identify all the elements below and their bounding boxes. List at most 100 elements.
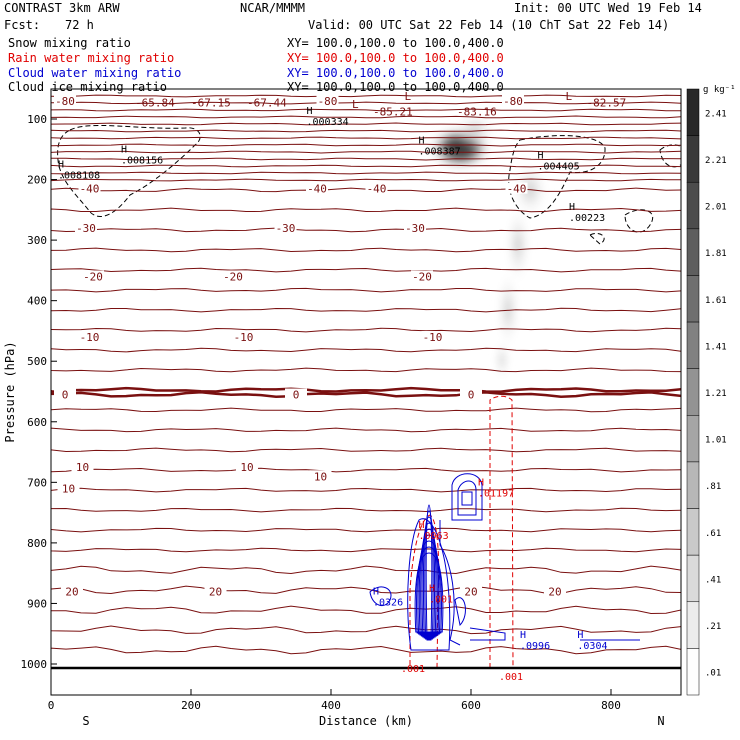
isotherm-label-bg xyxy=(204,585,227,597)
isotherm-label-bg xyxy=(236,461,258,473)
colorbar-swatch xyxy=(686,321,700,369)
rain-max-marker: H xyxy=(429,583,435,594)
isotherm-label: 0 xyxy=(468,389,475,402)
isotherm-label-bg xyxy=(460,585,482,597)
isotherm-line xyxy=(51,625,681,635)
rain-value-label: .01197 xyxy=(478,488,514,499)
rain-value-label: .001 xyxy=(401,664,425,675)
isotherm-label: -30 xyxy=(76,222,96,235)
isotherm-line xyxy=(51,487,681,493)
colorbar-label: 1.01 xyxy=(705,436,727,446)
cloud-water-max-marker: H xyxy=(373,586,379,597)
isotherm-line xyxy=(51,347,681,353)
colorbar-label: .61 xyxy=(705,529,721,539)
colorbar-label: 1.41 xyxy=(705,342,727,352)
colorbar-swatch xyxy=(686,415,700,463)
isotherm-line xyxy=(51,585,681,595)
temperature-extremum-label: -85.21 xyxy=(373,106,413,119)
isotherm-line xyxy=(51,547,681,553)
forecast-label: Fcst: xyxy=(4,18,41,32)
isotherm-label: -40 xyxy=(507,183,527,196)
isotherm-line xyxy=(51,171,681,175)
temperature-extremum-label: -83.16 xyxy=(457,106,497,119)
colorbar-label: 1.21 xyxy=(705,389,727,399)
isotherm-label: 20 xyxy=(65,585,78,598)
isotherm-line xyxy=(51,157,681,161)
isotherm-label-bg xyxy=(75,222,97,233)
colorbar-label: .41 xyxy=(705,575,721,585)
snow-max-value: .00223 xyxy=(569,213,605,224)
isotherm-label: -40 xyxy=(80,183,100,196)
snow-max-value: .008156 xyxy=(121,155,163,166)
colorbar-label: .21 xyxy=(705,622,721,632)
isotherm-line xyxy=(51,94,681,98)
x-tick-label: 200 xyxy=(181,699,201,712)
isotherm-line xyxy=(51,108,681,112)
temperature-extremum-label: -65.84 xyxy=(135,97,175,110)
isotherm-label: -80 xyxy=(318,95,338,108)
y-tick-label: 800 xyxy=(27,537,47,550)
snow-max-value: .000334 xyxy=(307,117,349,128)
rain-max-marker: H xyxy=(419,520,425,531)
rain-value-label: .001 xyxy=(429,594,453,605)
isotherm-line xyxy=(51,187,681,193)
y-tick-label: 700 xyxy=(27,476,47,489)
zero-isotherm-line xyxy=(51,390,681,399)
colorbar-swatch xyxy=(686,88,700,136)
cloud-water-max-value: .0996 xyxy=(520,641,550,652)
colorbar-swatch xyxy=(686,135,700,183)
plot-frame xyxy=(50,88,682,696)
cloud-water-contour xyxy=(469,627,506,641)
cloud-water-contour xyxy=(414,552,444,633)
snow-max-marker: H xyxy=(307,106,313,117)
isotherm-label: -80 xyxy=(55,95,75,108)
cloud-water-max-value: .0304 xyxy=(577,641,607,652)
x-tick-label: 800 xyxy=(601,699,621,712)
isotherm-line xyxy=(51,164,681,168)
colorbar-swatch xyxy=(686,228,700,276)
isotherm-label: -20 xyxy=(223,270,243,283)
isotherm-label-bg xyxy=(232,331,255,342)
field-xy-rain: XY= 100.0,100.0 to 100.0,400.0 xyxy=(287,51,504,65)
isotherm-line xyxy=(51,565,681,575)
field-name-cloud-water: Cloud water mixing ratio xyxy=(8,66,182,80)
colorbar-label: .81 xyxy=(705,482,721,492)
colorbar-label: .01 xyxy=(705,669,721,679)
cloud-water-contour xyxy=(407,518,451,651)
colorbar-swatch xyxy=(686,648,700,696)
isotherm-line xyxy=(51,143,681,147)
snow-max-marker: H xyxy=(58,160,64,171)
isotherm-line xyxy=(51,207,681,213)
isotherm-label: 20 xyxy=(464,585,477,598)
isotherm-line xyxy=(51,178,681,182)
temperature-extremum-label: -82.57 xyxy=(587,97,627,110)
isotherm-label-bg xyxy=(57,482,80,494)
y-tick-label: 400 xyxy=(27,295,47,308)
isotherm-line xyxy=(51,136,681,140)
rain-contours xyxy=(409,395,514,669)
y-tick-label: 200 xyxy=(27,174,47,187)
temperature-extremum-label: -67.44 xyxy=(247,97,287,110)
field-name-rain: Rain water mixing ratio xyxy=(8,51,175,65)
chart-title: CONTRAST 3km ARW xyxy=(4,1,120,15)
isotherm-label-bg xyxy=(365,182,388,194)
cloud-water-max-marker: H xyxy=(520,630,526,641)
colorbar-label: 1.81 xyxy=(705,249,727,259)
colorbar-label: 2.21 xyxy=(705,156,727,166)
x-axis-title: Distance (km) xyxy=(319,714,413,728)
isotherm-label: 20 xyxy=(548,585,561,598)
isotherm-line xyxy=(51,247,681,253)
field-xy-cloud-water: XY= 100.0,100.0 to 100.0,400.0 xyxy=(287,66,504,80)
cloud-water-contour xyxy=(420,528,438,637)
isotherm-label-bg xyxy=(222,270,244,282)
isotherm-label-bg xyxy=(316,94,339,106)
cloud-water-contour xyxy=(439,520,461,646)
cloud-water-contour xyxy=(424,510,434,640)
isotherm-label-bg xyxy=(78,182,101,194)
cloud-water-contour xyxy=(417,540,441,635)
temperature-extremum-label: L xyxy=(352,98,359,111)
snow-max-value: .004405 xyxy=(538,161,580,172)
isotherm-line xyxy=(51,527,681,533)
isotherm-label-bg xyxy=(54,388,76,400)
